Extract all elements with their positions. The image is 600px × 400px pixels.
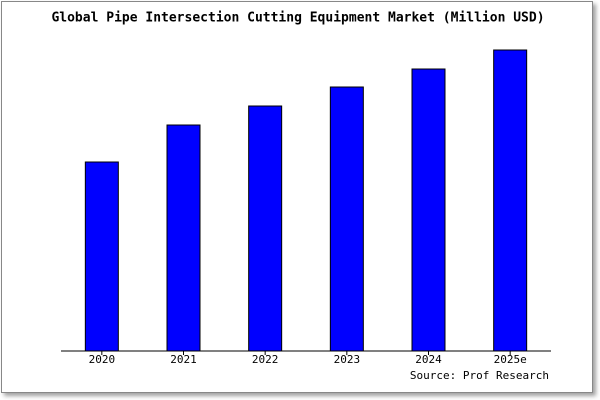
x-tick-label: 2024 bbox=[415, 353, 442, 366]
bar bbox=[329, 86, 364, 352]
bar bbox=[166, 124, 201, 352]
source: Source: Prof Research bbox=[410, 369, 549, 382]
x-tick-label: 2020 bbox=[89, 353, 116, 366]
bar bbox=[411, 68, 446, 352]
x-tick-label: 2023 bbox=[334, 353, 361, 366]
bar bbox=[84, 161, 119, 352]
bar bbox=[493, 49, 528, 352]
x-tick-label: 2022 bbox=[252, 353, 279, 366]
x-tick-label: 2021 bbox=[170, 353, 197, 366]
chart-title: Global Pipe Intersection Cutting Equipme… bbox=[51, 11, 544, 26]
bar bbox=[248, 105, 283, 352]
x-tick-label: 2025e bbox=[494, 353, 527, 366]
